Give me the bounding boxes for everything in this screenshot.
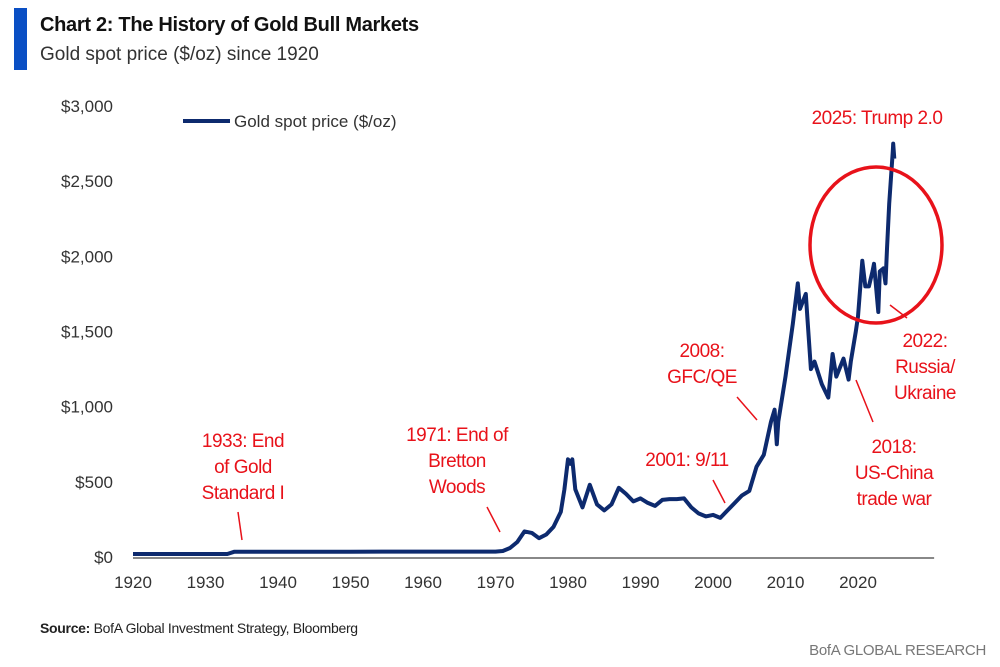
x-tick-label: 1940 xyxy=(259,573,297,592)
x-tick-label: 1990 xyxy=(622,573,660,592)
annotation-text: Russia/ xyxy=(895,357,956,378)
annotation-text: 2025: Trump 2.0 xyxy=(812,108,943,129)
chart-title: Chart 2: The History of Gold Bull Market… xyxy=(40,14,419,36)
legend-label: Gold spot price ($/oz) xyxy=(234,112,397,131)
source-text: BofA Global Investment Strategy, Bloombe… xyxy=(90,620,358,636)
annotation-leader-line xyxy=(855,379,874,423)
x-tick-label: 1920 xyxy=(114,573,152,592)
y-tick-label: $2,500 xyxy=(61,172,113,191)
y-tick-label: $500 xyxy=(75,473,113,492)
x-tick-label: 1960 xyxy=(404,573,442,592)
annotation-text: trade war xyxy=(857,489,933,510)
accent-bar xyxy=(14,8,27,70)
x-tick-label: 1930 xyxy=(187,573,225,592)
annotation-text: GFC/QE xyxy=(667,367,737,388)
chart-subtitle: Gold spot price ($/oz) since 1920 xyxy=(40,44,319,65)
annotation-text: of Gold xyxy=(214,457,272,478)
highlight-ellipse xyxy=(808,165,944,325)
source-note: Source: BofA Global Investment Strategy,… xyxy=(40,620,358,636)
annotation-text: Bretton xyxy=(428,451,486,472)
annotation-text: 2008: xyxy=(679,341,724,362)
annotation-text: US-China xyxy=(855,463,934,484)
y-tick-label: $1,500 xyxy=(61,323,113,342)
annotation-text: 2022: xyxy=(902,331,947,352)
annotation-text: 1971: End of xyxy=(406,425,509,446)
annotation-leader-line xyxy=(237,511,243,541)
x-tick-label: 2020 xyxy=(839,573,877,592)
y-tick-label: $0 xyxy=(94,548,113,567)
x-tick-label: 1980 xyxy=(549,573,587,592)
x-tick-label: 1950 xyxy=(332,573,370,592)
series-line-gold-spot-price xyxy=(133,141,897,556)
annotation-text: Standard I xyxy=(202,483,285,504)
y-tick-label: $2,000 xyxy=(61,247,113,266)
annotation-leader-line xyxy=(712,479,726,504)
annotation-leader-line xyxy=(736,396,758,421)
annotation-text: 2001: 9/11 xyxy=(645,450,728,471)
x-tick-label: 2000 xyxy=(694,573,732,592)
x-tick-label: 1970 xyxy=(477,573,515,592)
annotation-leader-line xyxy=(486,506,501,533)
annotation-text: 1933: End xyxy=(202,431,284,452)
x-tick-label: 2010 xyxy=(767,573,805,592)
annotation-text: 2018: xyxy=(871,437,916,458)
source-label: Source: xyxy=(40,620,91,636)
y-tick-label: $1,000 xyxy=(61,398,113,417)
brand-footer: BofA GLOBAL RESEARCH xyxy=(809,642,986,659)
annotation-text: Woods xyxy=(429,477,485,498)
annotation-text: Ukraine xyxy=(894,383,956,404)
y-tick-label: $3,000 xyxy=(61,97,113,116)
